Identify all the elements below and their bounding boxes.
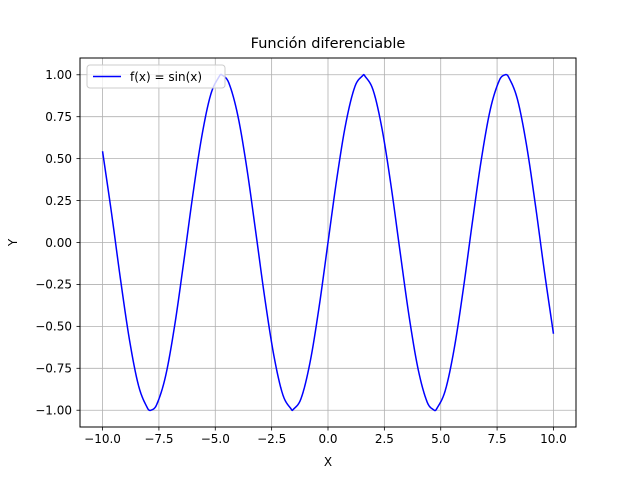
x-axis-label: X <box>324 455 332 469</box>
x-tick-label: 7.5 <box>488 432 507 446</box>
x-tick-label: 10.0 <box>540 432 567 446</box>
y-axis-label: Y <box>6 238 20 247</box>
y-tick-label: 0.00 <box>45 236 72 250</box>
x-tick-label: 2.5 <box>375 432 394 446</box>
ticks: −10.0 −7.5 −5.0 −2.5 0.0 2.5 5.0 7.5 10.0 −1.00 −0… <box>35 68 567 446</box>
x-tick-label: −2.5 <box>257 432 286 446</box>
y-tick-label: −1.00 <box>35 404 72 418</box>
x-tick-label: −7.5 <box>144 432 173 446</box>
chart-title: Función diferenciable <box>251 36 406 52</box>
x-tick-label: 0.0 <box>318 432 337 446</box>
y-tick-label: 0.25 <box>45 194 72 208</box>
y-tick-label: 1.00 <box>45 68 72 82</box>
series-line <box>101 73 555 412</box>
legend-box <box>86 64 226 89</box>
series-layer <box>101 73 555 412</box>
y-tick-label: 0.50 <box>45 152 72 166</box>
y-tick-label: −0.50 <box>35 320 72 334</box>
legend: f(x) = sin(x) <box>86 64 226 89</box>
y-tick-label: −0.25 <box>35 278 72 292</box>
x-tick-label: −5.0 <box>201 432 230 446</box>
x-tick-label: −10.0 <box>84 432 121 446</box>
y-tick-label: 0.75 <box>45 110 72 124</box>
y-tick-label: −0.75 <box>35 362 72 376</box>
x-tick-label: 5.0 <box>431 432 450 446</box>
legend-label: f(x) = sin(x) <box>130 70 202 84</box>
